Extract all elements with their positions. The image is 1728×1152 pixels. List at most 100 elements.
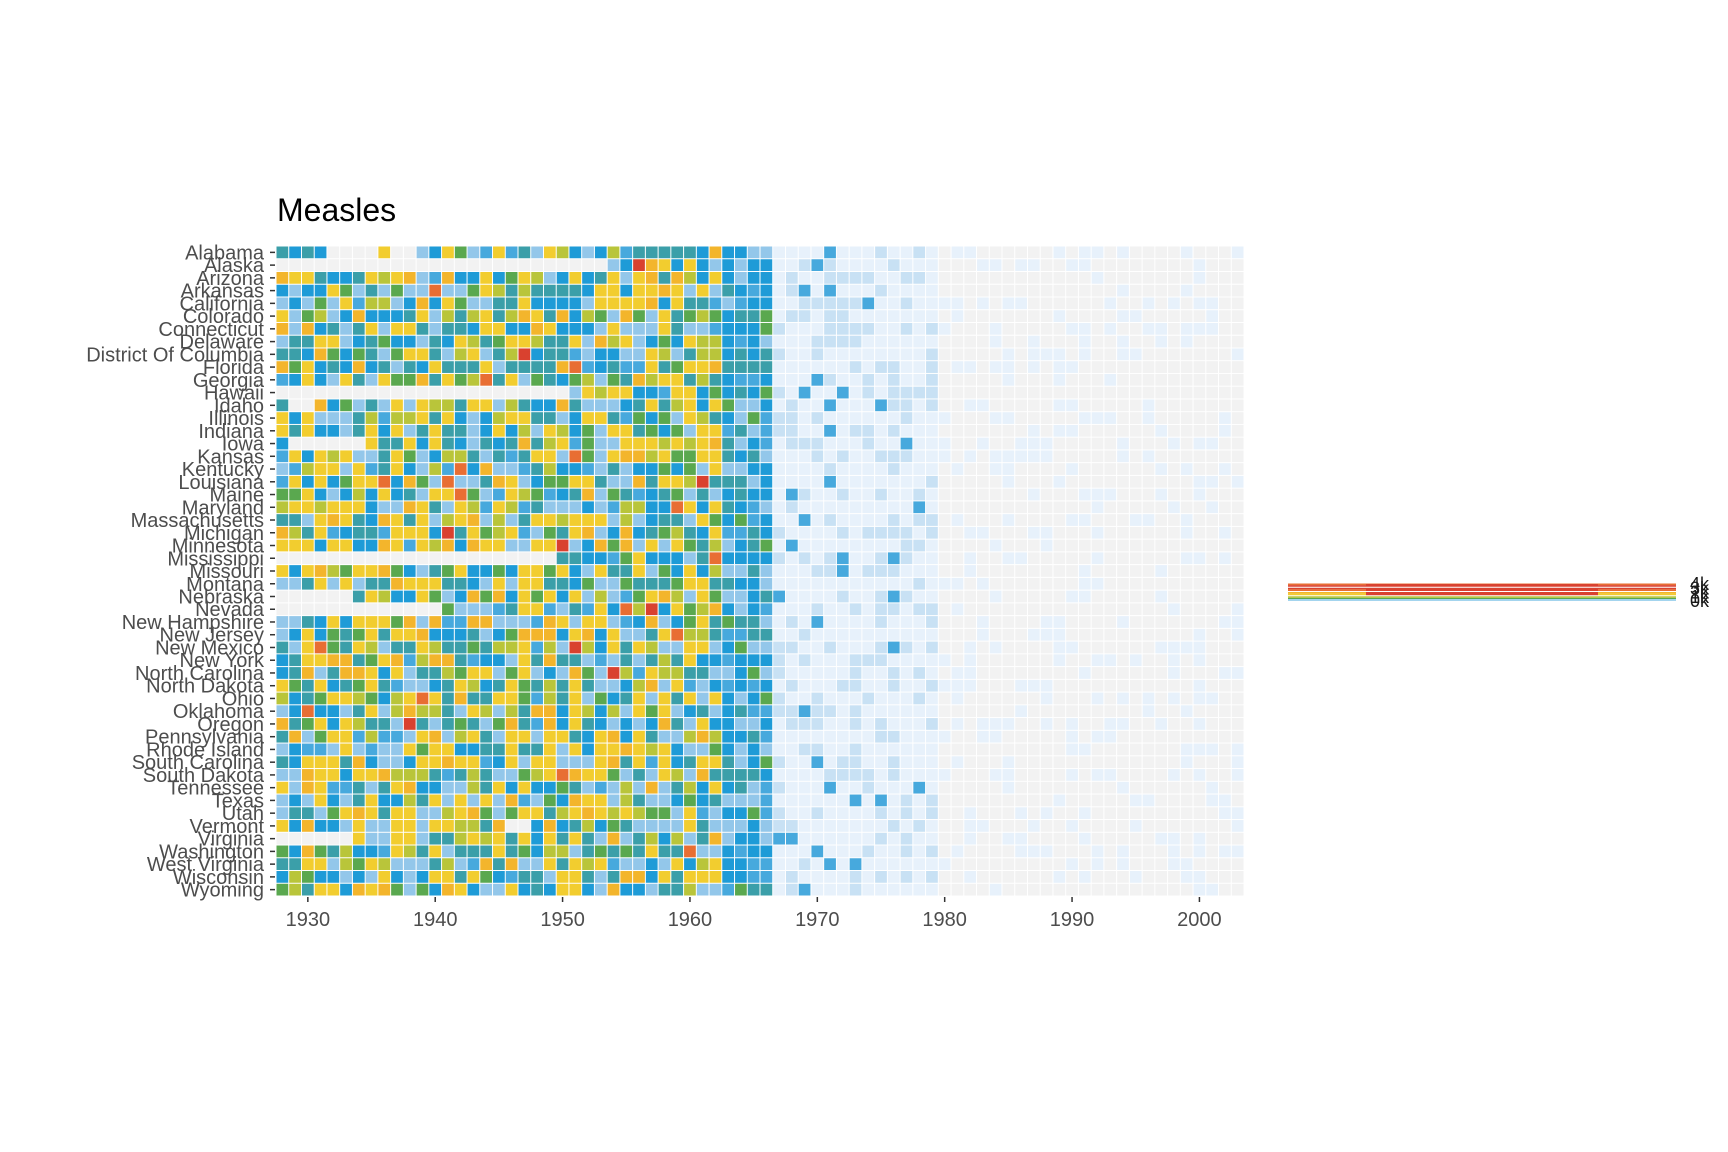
heatmap-cell	[442, 373, 454, 386]
heatmap-cell	[607, 667, 620, 679]
heatmap-cell	[964, 488, 977, 501]
heatmap-cell	[378, 565, 391, 577]
heatmap-cell	[442, 641, 454, 654]
heatmap-cell	[926, 361, 938, 373]
heatmap-cell	[926, 679, 938, 692]
heatmap-cell	[1193, 552, 1206, 565]
heatmap-cell	[467, 628, 480, 641]
heatmap-cell	[1117, 603, 1129, 616]
heatmap-cell	[403, 883, 416, 896]
heatmap-cell	[543, 781, 556, 794]
heatmap-cell	[493, 501, 505, 514]
heatmap-cell	[594, 679, 607, 692]
heatmap-cell	[875, 450, 887, 463]
heatmap-cell	[836, 526, 849, 539]
heatmap-cell	[964, 399, 977, 412]
heatmap-cell	[1219, 883, 1231, 896]
heatmap-cell	[658, 526, 671, 539]
heatmap-cell	[913, 322, 926, 335]
heatmap-cell	[633, 616, 645, 628]
heatmap-cell	[735, 603, 747, 616]
heatmap-cell	[824, 475, 836, 488]
heatmap-cell	[785, 246, 798, 259]
heatmap-cell	[1180, 271, 1193, 284]
heatmap-cell	[658, 514, 671, 526]
heatmap-cell	[811, 871, 824, 883]
heatmap-cell	[352, 424, 365, 437]
heatmap-cell	[352, 259, 365, 271]
heatmap-cell	[785, 705, 798, 718]
heatmap-cell	[607, 820, 620, 832]
heatmap-cell	[429, 654, 442, 667]
heatmap-cell	[378, 730, 391, 743]
heatmap-cell	[416, 705, 429, 718]
heatmap-cell	[645, 883, 658, 896]
heatmap-cell	[1142, 807, 1155, 820]
heatmap-cell	[1015, 259, 1027, 271]
heatmap-cell	[1168, 284, 1180, 297]
heatmap-cell	[862, 412, 875, 424]
heatmap-cell	[938, 424, 951, 437]
heatmap-cell	[875, 718, 887, 730]
heatmap-cell	[1117, 807, 1129, 820]
heatmap-cell	[391, 679, 403, 692]
heatmap-cell	[951, 565, 964, 577]
heatmap-cell	[658, 730, 671, 743]
heatmap-cell	[773, 335, 785, 348]
heatmap-cell	[964, 692, 977, 705]
heatmap-cell	[989, 539, 1002, 552]
heatmap-cell	[709, 883, 722, 896]
heatmap-cell	[594, 514, 607, 526]
heatmap-cell	[849, 743, 862, 756]
heatmap-cell	[1117, 845, 1129, 858]
heatmap-cell	[1078, 590, 1091, 603]
heatmap-cell	[811, 577, 824, 590]
heatmap-cell	[442, 845, 454, 858]
heatmap-cell	[365, 565, 378, 577]
heatmap-cell	[289, 412, 301, 424]
heatmap-cell	[442, 679, 454, 692]
heatmap-cell	[977, 679, 989, 692]
heatmap-cell	[1040, 514, 1053, 526]
heatmap-cell	[569, 871, 582, 883]
heatmap-cell	[480, 590, 493, 603]
heatmap-cell	[1015, 667, 1027, 679]
heatmap-cell	[505, 424, 518, 437]
heatmap-cell	[862, 424, 875, 437]
heatmap-cell	[785, 361, 798, 373]
heatmap-cell	[849, 845, 862, 858]
heatmap-cell	[862, 565, 875, 577]
heatmap-cell	[442, 590, 454, 603]
heatmap-cell	[722, 769, 735, 781]
heatmap-cell	[1053, 373, 1066, 386]
heatmap-cell	[301, 463, 314, 475]
heatmap-cell	[671, 284, 684, 297]
heatmap-cell	[722, 437, 735, 450]
heatmap-cell	[926, 475, 938, 488]
heatmap-cell	[1091, 832, 1104, 845]
heatmap-cell	[365, 705, 378, 718]
heatmap-cell	[785, 577, 798, 590]
heatmap-cell	[709, 641, 722, 654]
heatmap-cell	[785, 616, 798, 628]
heatmap-cell	[1155, 756, 1168, 769]
heatmap-cell	[900, 412, 913, 424]
heatmap-cell	[989, 501, 1002, 514]
heatmap-cell	[926, 310, 938, 322]
heatmap-cell	[938, 845, 951, 858]
heatmap-cell	[735, 565, 747, 577]
heatmap-cell	[1193, 373, 1206, 386]
y-tick-label: Washington	[159, 841, 264, 863]
heatmap-cell	[289, 858, 301, 871]
heatmap-cell	[684, 730, 696, 743]
heatmap-cell	[556, 616, 569, 628]
heatmap-cell	[569, 526, 582, 539]
heatmap-cell	[1180, 845, 1193, 858]
heatmap-cell	[1155, 552, 1168, 565]
heatmap-cell	[556, 603, 569, 616]
heatmap-cell	[429, 730, 442, 743]
heatmap-cell	[340, 373, 352, 386]
heatmap-cell	[327, 845, 340, 858]
heatmap-cell	[569, 858, 582, 871]
heatmap-cell	[913, 348, 926, 361]
